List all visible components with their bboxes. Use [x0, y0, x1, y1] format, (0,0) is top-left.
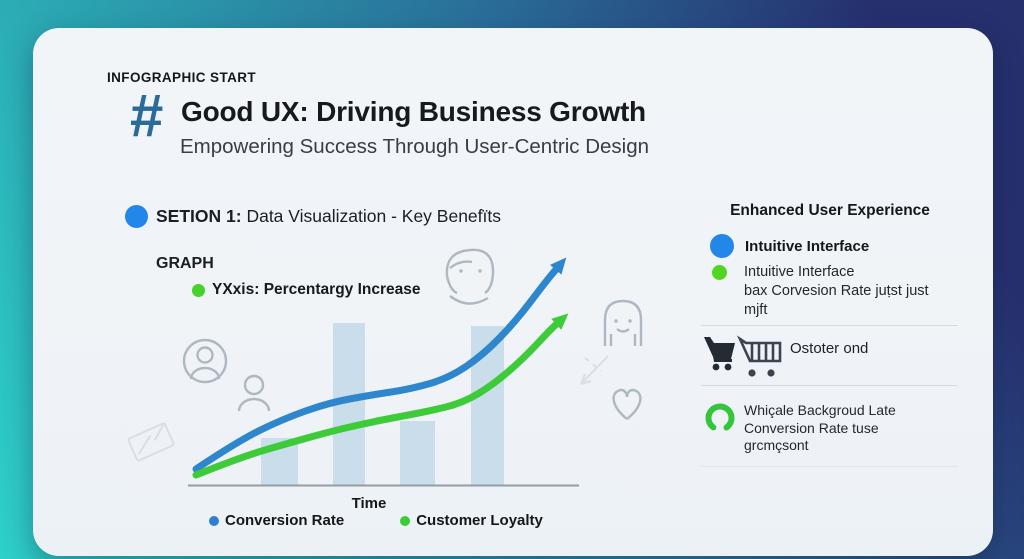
divider — [701, 466, 958, 467]
description-line: Whiçale Backgroud Late — [744, 402, 896, 418]
avatar-circle-icon — [182, 338, 228, 384]
legend-label: Conversion Rate — [225, 512, 345, 529]
green-ring-icon — [705, 403, 735, 433]
girl-face-icon — [603, 299, 643, 346]
blue-bullet-icon — [710, 234, 734, 258]
panel-item-description: Whiçale Backgroud Late Conversion Rate t… — [744, 402, 959, 455]
legend-item-customer-loyalty: Customer Loyalty — [400, 512, 543, 529]
kicker-label: INFOGRAPHIC START — [107, 70, 257, 85]
x-axis-label: Time — [351, 495, 387, 512]
growth-chart — [127, 248, 643, 487]
description-line: mjft — [744, 302, 768, 318]
panel-heading: Enhanced User Experience — [730, 202, 930, 219]
chart-legend: Conversion Rate Customer Loyalty — [209, 512, 543, 529]
description-line: grcmçsont — [744, 437, 809, 454]
legend-dot-green-icon — [400, 515, 411, 526]
section-title: SETION 1: Data Visualization - Key Benef… — [156, 206, 501, 227]
section-text: Data Visualization - Key Benefïts — [246, 206, 501, 226]
page-subtitle: Empowering Success Through User-Centric … — [180, 135, 650, 158]
cart-outline-icon — [736, 335, 782, 377]
infographic-card: INFOGRAPHIC START # Good UX: Driving Bus… — [33, 28, 993, 556]
legend-dot-blue-icon — [209, 515, 219, 526]
page-title: Good UX: Driving Business Growth — [181, 96, 646, 127]
panel-item-intuitive-interface: Intuitive Interface — [710, 234, 869, 258]
description-line: bax Corvesion Rate juṭst just — [744, 283, 929, 299]
legend-item-conversion-rate: Conversion Rate — [209, 512, 344, 529]
section-bullet-icon — [125, 205, 148, 228]
divider — [701, 325, 958, 326]
green-bullet-icon — [712, 265, 727, 280]
panel-item-label: Intuitive Interface — [745, 237, 870, 255]
heart-icon — [612, 388, 642, 420]
person-icon — [237, 374, 271, 412]
divider — [701, 385, 958, 386]
shopping-cart-icons — [704, 335, 782, 377]
line-series — [192, 257, 569, 479]
description-line: Conversion Rate tuse — [744, 419, 879, 436]
bar-series — [261, 323, 504, 485]
panel-item-description: Intuitive Interface bax Corvesion Rate j… — [744, 263, 956, 320]
green-bullet-icon — [192, 283, 205, 297]
y-axis-label: YXxis: Percentargy Increase — [212, 281, 421, 298]
section-heading: SETION 1: Data Visualization - Key Benef… — [125, 205, 501, 228]
cart-item-label: Ostoter ond — [790, 340, 869, 357]
cart-filled-icon — [704, 337, 735, 371]
description-line: Intuitive Interface — [744, 264, 855, 280]
hashtag-icon: # — [130, 82, 164, 149]
face-icon — [445, 248, 495, 305]
sketch-doodles — [127, 355, 609, 462]
section-label: SETION 1: — [156, 206, 242, 226]
graph-label: GRAPH — [156, 255, 214, 272]
y-axis-legend: YXxis: Percentargy Increase — [192, 281, 421, 299]
legend-label: Customer Loyalty — [416, 512, 543, 529]
decorative-icons — [182, 248, 643, 420]
